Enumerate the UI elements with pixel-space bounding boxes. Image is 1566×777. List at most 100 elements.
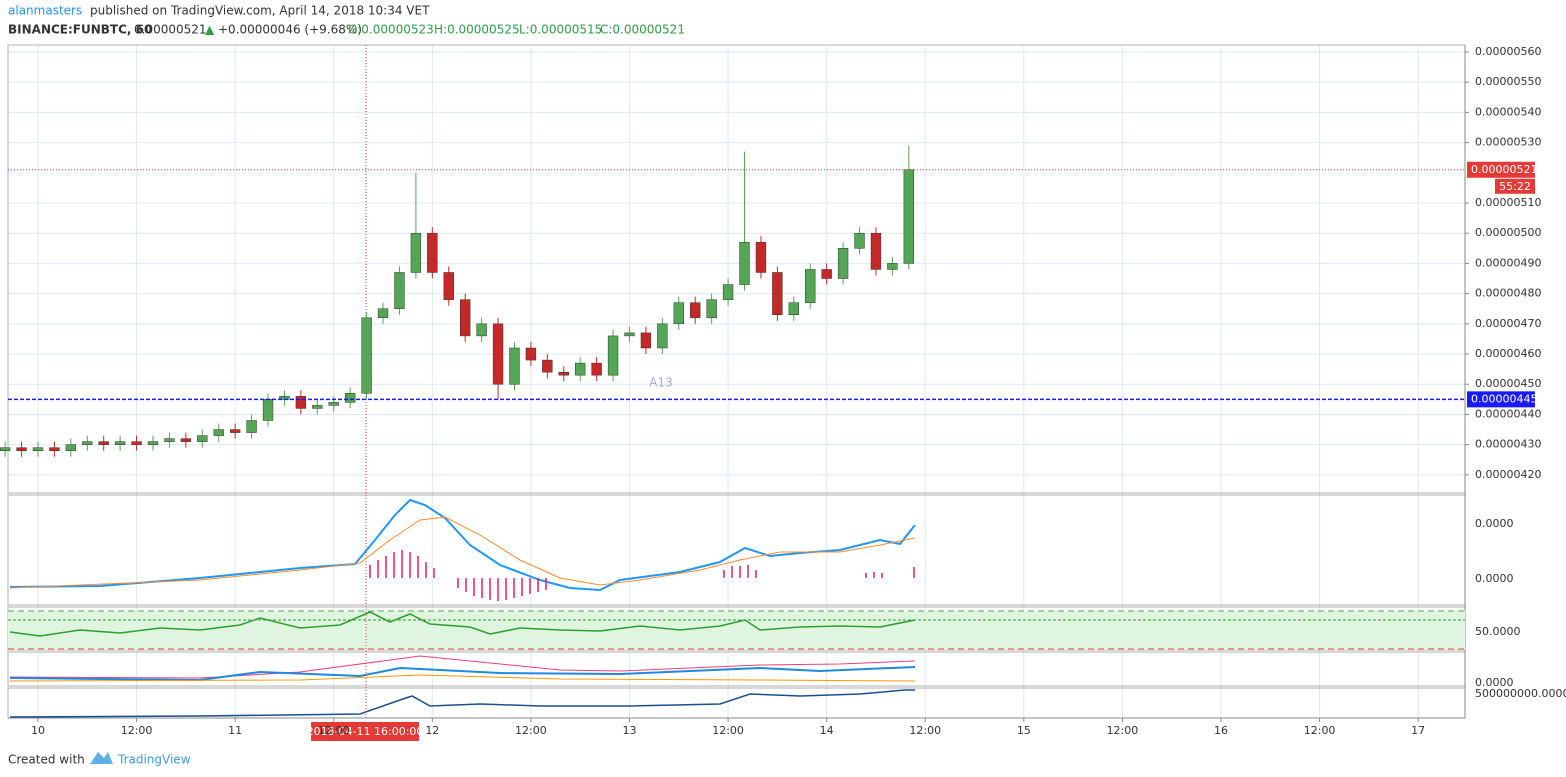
macd-label: 0.0000	[1475, 572, 1514, 585]
y-tick-label: 0.00000450	[1475, 377, 1541, 390]
y-tick-label: 0.00000430	[1475, 438, 1541, 451]
created-with: Created with	[8, 753, 85, 767]
candle-body	[722, 284, 734, 300]
y-tick-label: 0.00000500	[1475, 226, 1541, 239]
candle-body	[16, 447, 27, 451]
candle-body	[558, 371, 569, 376]
x-tick-label: 11	[228, 724, 242, 737]
crosshair-badge	[311, 722, 419, 741]
symbol: BINANCE:FUNBTC, 60	[8, 23, 152, 37]
candle-body	[575, 362, 586, 376]
candle-body	[82, 441, 93, 445]
y-tick-label: 0.00000510	[1475, 196, 1541, 209]
x-tick-label: 16	[1214, 724, 1228, 737]
x-tick-label: 13	[622, 724, 636, 737]
macd-histogram	[369, 550, 915, 601]
pane3-line-b	[9, 666, 916, 682]
candle-body	[821, 269, 832, 279]
candle-body	[164, 438, 175, 442]
candle-body	[229, 429, 241, 433]
candle-body	[262, 399, 274, 421]
macd-label: 0.0000	[1475, 517, 1514, 530]
candle-body	[788, 302, 799, 316]
change: +0.00000046 (+9.68%)	[218, 23, 362, 37]
candle-body	[312, 405, 323, 409]
candle-body	[887, 263, 898, 270]
candle-body	[98, 441, 109, 445]
annotation: A13	[649, 376, 672, 390]
x-tick-label: 14	[820, 724, 834, 737]
brand[interactable]: TradingView	[117, 753, 191, 767]
y-tick-label: 0.00000490	[1475, 256, 1541, 269]
y-tick-label: 0.00000560	[1475, 45, 1541, 58]
candle-body	[624, 332, 635, 337]
author[interactable]: alanmasters	[8, 4, 82, 18]
grid	[8, 45, 1465, 718]
candle-body	[377, 308, 389, 319]
pane4-label: 500000000.0000	[1475, 687, 1566, 700]
candles	[0, 145, 914, 457]
candle-body	[114, 441, 126, 445]
candle-body	[147, 441, 159, 445]
candle-body	[903, 169, 914, 264]
y-tick-label: 0.00000550	[1475, 75, 1541, 88]
x-tick-label: 12:00	[121, 724, 153, 737]
x-tick-label: 12:00	[318, 724, 350, 737]
candle-body	[476, 323, 487, 337]
price-label: 0.00000521	[1471, 163, 1537, 176]
candle-body	[755, 242, 767, 273]
high: H:0.00000525	[434, 23, 520, 37]
y-tick-label: 0.00000480	[1475, 287, 1541, 300]
pane3-label: 0.0000	[1475, 676, 1514, 689]
candle-body	[49, 447, 60, 451]
candle-body	[295, 396, 307, 409]
y-tick-label: 0.00000440	[1475, 407, 1541, 420]
x-tick-label: 17	[1411, 724, 1425, 737]
candle-body	[443, 272, 454, 300]
price-badge	[1467, 161, 1535, 178]
candle-body	[460, 299, 471, 337]
last-price: 0.00000521	[134, 23, 207, 37]
candle-body	[394, 272, 405, 309]
level-badge	[1467, 391, 1535, 408]
logo	[90, 752, 113, 764]
low: L:0.00000515	[519, 23, 602, 37]
x-tick-label: 10	[31, 724, 45, 737]
candle-body	[410, 232, 422, 273]
candle-body	[131, 441, 142, 445]
candle-body	[344, 393, 356, 403]
candle-body	[805, 269, 816, 303]
y-tick-label: 0.00000470	[1475, 317, 1541, 330]
candle-body	[492, 323, 504, 385]
candle-body	[837, 248, 849, 279]
y-tick-label: 0.00000420	[1475, 468, 1541, 481]
candle-body	[854, 232, 865, 249]
candle-body	[657, 323, 668, 349]
candle-body	[690, 302, 701, 319]
level-label: 0.00000445	[1471, 392, 1537, 405]
x-tick-label: 12:00	[909, 724, 941, 737]
candle-body	[772, 272, 783, 316]
y-tick-label: 0.00000460	[1475, 347, 1541, 360]
candle-body	[427, 232, 438, 273]
candle-body	[607, 335, 619, 376]
candle-body	[246, 420, 257, 433]
y-tick-label: 0.00000540	[1475, 105, 1541, 118]
candle-body	[213, 429, 224, 436]
candle-body	[0, 447, 11, 451]
candle-body	[361, 317, 372, 394]
y-tick-label: 0.00000530	[1475, 136, 1541, 149]
change-arrow: ▲	[205, 23, 215, 37]
candle-body	[542, 359, 553, 373]
x-tick-label: 12	[425, 724, 439, 737]
pane4-line	[9, 689, 915, 718]
published: published on TradingView.com, April 14, …	[90, 4, 430, 18]
pane3-line-c	[9, 674, 916, 682]
x-tick-label: 12:00	[1107, 724, 1139, 737]
rsi-line	[9, 611, 916, 637]
pane3-line-a	[9, 655, 916, 679]
candle-body	[640, 332, 652, 349]
open: O:0.00000523	[348, 23, 434, 37]
candle-body	[32, 447, 44, 451]
